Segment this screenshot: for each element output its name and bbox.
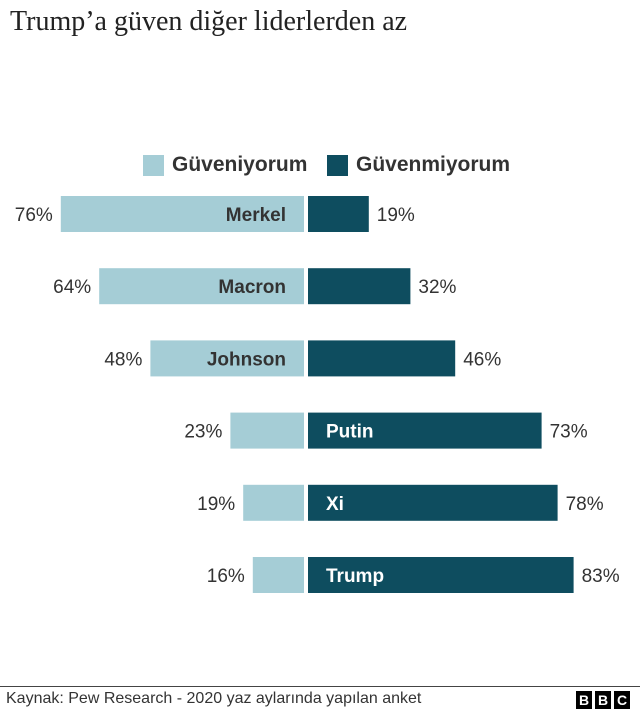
logo-letter: B xyxy=(595,691,611,709)
bar-distrust xyxy=(308,340,456,377)
legend-item-distrust: Güvenmiyorum xyxy=(327,153,510,177)
diverging-bar-chart: 76% 19% Merkel 64% 32% Macron 48% 46% Johnson 23%… xyxy=(15,196,620,593)
logo-letter: B xyxy=(576,691,592,709)
legend: Güveniyorum Güvenmiyorum xyxy=(0,150,640,180)
value-label-trust: 48% xyxy=(104,349,142,370)
category-label: Macron xyxy=(218,277,286,298)
value-label-distrust: 83% xyxy=(582,566,620,587)
value-label-distrust: 78% xyxy=(566,494,604,515)
value-label-trust: 19% xyxy=(197,494,235,515)
legend-label-trust: Güveniyorum xyxy=(172,153,308,176)
category-label: Johnson xyxy=(207,349,286,370)
value-label-trust: 16% xyxy=(207,566,245,587)
value-label-trust: 76% xyxy=(15,205,53,226)
bbc-logo: B B C xyxy=(576,691,630,709)
category-label: Xi xyxy=(326,494,344,515)
category-label: Putin xyxy=(326,422,374,443)
bar-trust xyxy=(60,196,304,232)
logo-letter: C xyxy=(614,691,630,709)
category-label: Merkel xyxy=(226,205,286,226)
bar-trust xyxy=(252,557,304,593)
value-label-distrust: 73% xyxy=(550,422,588,443)
value-label-distrust: 32% xyxy=(418,277,456,298)
bar-distrust xyxy=(308,412,542,449)
bar-distrust xyxy=(308,196,369,232)
value-label-distrust: 46% xyxy=(463,349,501,370)
legend-swatch-distrust xyxy=(327,154,348,176)
bar-trust xyxy=(150,340,304,377)
bar-distrust xyxy=(308,268,411,305)
legend-label-distrust: Güvenmiyorum xyxy=(356,153,511,176)
value-label-distrust: 19% xyxy=(377,205,415,226)
value-label-trust: 64% xyxy=(53,277,91,298)
value-label-trust: 23% xyxy=(184,422,222,443)
chart-title: Trump’a güven diğer liderlerden az xyxy=(10,6,408,37)
bar-trust xyxy=(230,412,304,449)
bar-distrust xyxy=(308,557,574,593)
bar-trust xyxy=(99,268,304,305)
category-label: Trump xyxy=(326,566,384,587)
legend-swatch-trust xyxy=(143,154,164,176)
bar-trust xyxy=(243,484,304,521)
footer-divider xyxy=(0,686,640,687)
bar-distrust xyxy=(308,484,558,521)
source-note: Kaynak: Pew Research - 2020 yaz aylarınd… xyxy=(6,690,422,707)
legend-item-trust: Güveniyorum xyxy=(143,153,307,177)
